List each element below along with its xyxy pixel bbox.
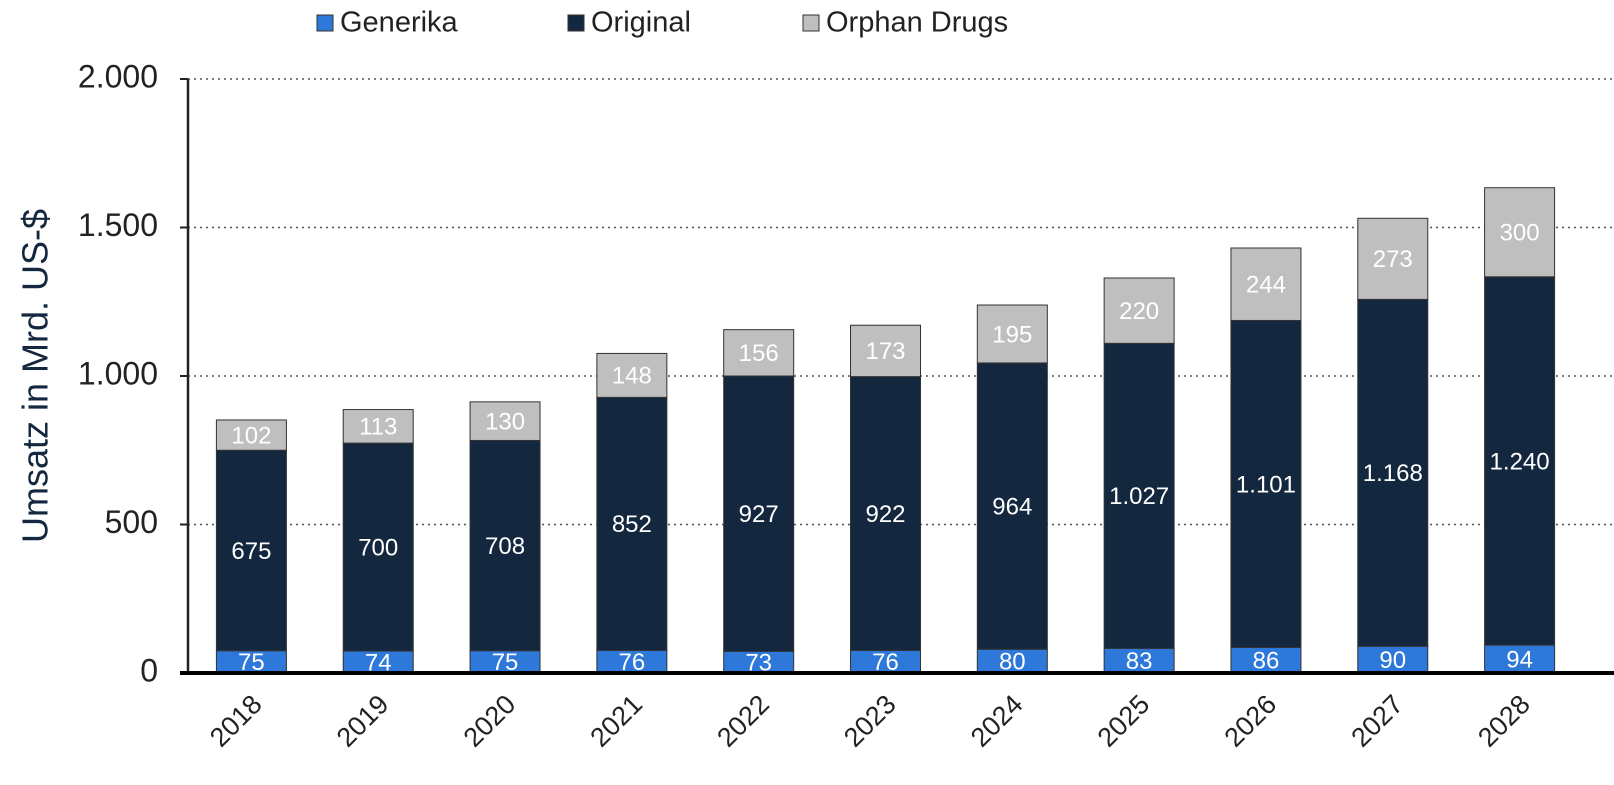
legend-swatch [316, 14, 334, 32]
value-label: 700 [358, 534, 398, 561]
value-label: 90 [1379, 647, 1406, 674]
x-tick-label: 2018 [204, 689, 268, 753]
y-tick-label: 500 [105, 504, 158, 540]
value-label: 86 [1253, 648, 1280, 675]
legend-label: Generika [340, 7, 459, 39]
bar-segment [1230, 646, 1302, 674]
bar-segment [850, 376, 921, 651]
legend-swatch [567, 14, 585, 32]
y-tick-label: 0 [140, 652, 158, 688]
legend-label: Orphan Drugs [826, 7, 1008, 39]
value-label: 1.168 [1363, 460, 1423, 487]
bar-segment [1357, 298, 1429, 647]
value-label: 1.240 [1490, 448, 1550, 475]
bar-segment [342, 409, 414, 444]
bar-segment [469, 439, 541, 652]
bar-segment [976, 362, 1048, 650]
x-tick-label: 2022 [711, 689, 775, 753]
bar-segment [1484, 644, 1556, 674]
value-label: 852 [612, 511, 652, 538]
value-label: 675 [231, 538, 271, 565]
bar-segment [1103, 277, 1175, 344]
value-label: 273 [1373, 246, 1413, 273]
bar-segment [1230, 319, 1302, 648]
value-label: 113 [359, 414, 397, 441]
bar-segment [469, 401, 541, 441]
value-label: 927 [739, 501, 779, 528]
y-tick-label: 2.000 [78, 58, 158, 94]
bar-segment [850, 324, 921, 378]
bar-segment [1357, 217, 1429, 300]
legend-label: Original [591, 7, 691, 39]
value-label: 80 [999, 648, 1026, 675]
bar-segment [215, 449, 287, 652]
bar-segment [1484, 276, 1556, 646]
y-axis-label: Umsatz in Mrd. US-$ [15, 209, 56, 543]
y-tick-label: 1.500 [78, 207, 158, 243]
x-tick-label: 2023 [838, 689, 902, 753]
x-tick-label: 2027 [1345, 689, 1409, 753]
bar-segment [1103, 342, 1175, 649]
value-label: 94 [1506, 646, 1533, 673]
x-tick-label: 2019 [331, 689, 395, 753]
value-label: 1.101 [1236, 471, 1296, 498]
value-label: 83 [1126, 648, 1153, 675]
bar-segment [723, 375, 795, 652]
value-label: 173 [865, 338, 905, 365]
value-label: 1.027 [1109, 483, 1169, 510]
legend-swatch [802, 14, 820, 32]
x-tick-label: 2026 [1219, 689, 1283, 753]
value-label: 964 [992, 493, 1032, 520]
bar-segment [1103, 647, 1175, 674]
bar-segment [1230, 247, 1302, 321]
value-label: 922 [865, 501, 905, 528]
bar-segment [596, 352, 668, 398]
bar-segment [976, 304, 1048, 364]
value-label: 156 [739, 340, 779, 367]
bar-segment [342, 442, 414, 652]
value-label: 195 [992, 321, 1032, 348]
value-label: 102 [231, 422, 271, 449]
y-tick-label: 1.000 [78, 355, 158, 391]
value-label: 130 [485, 408, 525, 435]
value-label: 708 [485, 533, 525, 560]
x-tick-label: 2024 [965, 689, 1029, 753]
bar-segment [1357, 645, 1429, 674]
x-tick-label: 2021 [584, 689, 648, 753]
value-label: 220 [1119, 298, 1159, 325]
x-tick-label: 2025 [1092, 689, 1156, 753]
x-tick-label: 2028 [1472, 689, 1536, 753]
value-label: 148 [612, 363, 652, 390]
x-tick-label: 2020 [458, 689, 522, 753]
bar-segment [1484, 187, 1556, 278]
value-label: 244 [1246, 272, 1286, 299]
bar-segment [723, 329, 795, 377]
value-label: 300 [1500, 220, 1540, 247]
bar-segment [215, 419, 287, 451]
